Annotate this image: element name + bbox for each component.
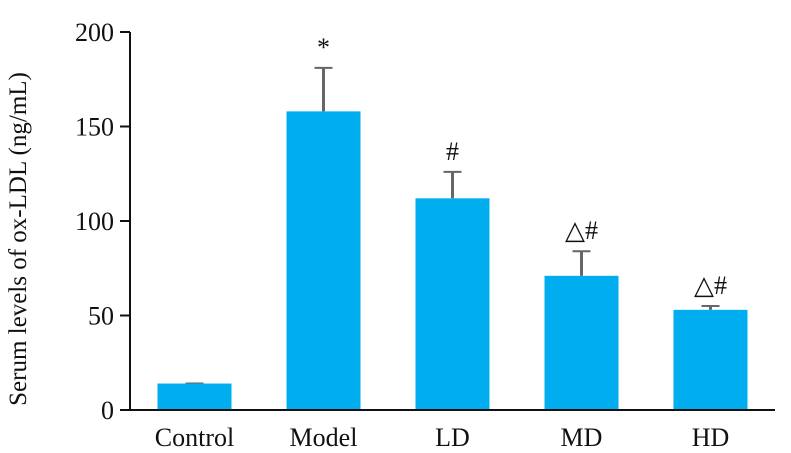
x-axis-labels: Control Model LD MD HD (155, 423, 730, 452)
x-tick-label: MD (561, 423, 603, 452)
bars (157, 111, 748, 410)
x-tick-label: Model (290, 423, 358, 452)
y-tick-label: 100 (75, 207, 114, 236)
bar (544, 275, 619, 410)
significance-mark: * (317, 33, 330, 62)
bar (157, 383, 232, 410)
x-tick-label: Control (155, 423, 234, 452)
significance-mark: △# (694, 271, 727, 300)
bar (415, 198, 490, 410)
y-tick-label: 50 (88, 302, 114, 331)
y-tick-label: 150 (75, 113, 114, 142)
y-axis-ticks: 0 50 100 150 200 (75, 18, 130, 425)
significance-mark: # (446, 137, 459, 166)
y-axis-title: Serum levels of ox-LDL (ng/mL) (5, 72, 32, 406)
x-tick-label: LD (435, 423, 470, 452)
y-tick-label: 0 (101, 396, 114, 425)
bar (673, 309, 748, 410)
significance-annotations: * # △# △# (317, 33, 727, 300)
x-tick-label: HD (692, 423, 730, 452)
y-tick-label: 200 (75, 18, 114, 47)
bar (286, 111, 361, 410)
significance-mark: △# (565, 216, 598, 245)
